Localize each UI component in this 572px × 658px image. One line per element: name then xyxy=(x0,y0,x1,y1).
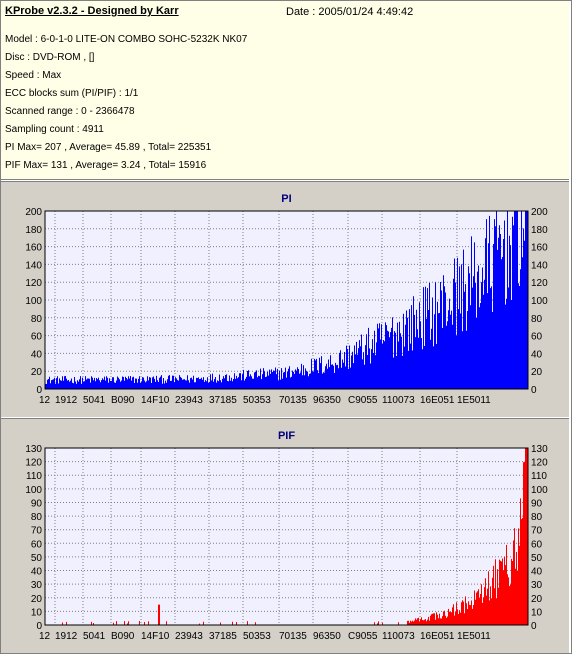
x-tick-label: 50353 xyxy=(243,631,271,642)
x-tick-label: 1912 xyxy=(55,395,78,406)
y-tick-label-right: 60 xyxy=(531,539,543,550)
y-tick-label-right: 0 xyxy=(531,385,537,396)
x-tick-label: 70135 xyxy=(279,631,307,642)
pi-chart: PI 0 0 20 20 40 40 60 60 80 80 100 100 120 120 140 140 16… xyxy=(25,193,548,406)
x-tick-label: C9055 xyxy=(348,395,378,406)
x-tick-label: B090 xyxy=(111,395,135,406)
x-tick-label: 23943 xyxy=(175,631,203,642)
y-tick-label-left: 20 xyxy=(31,594,43,605)
range-line: Scanned range : 0 - 2366478 xyxy=(5,106,135,117)
y-tick-label-right: 100 xyxy=(531,485,548,496)
y-tick-label-right: 180 xyxy=(531,225,548,236)
y-tick-label-right: 140 xyxy=(531,260,548,271)
disc-line: Disc : DVD-ROM , [] xyxy=(5,52,95,63)
y-tick-label-left: 50 xyxy=(31,553,43,564)
y-tick-label-right: 50 xyxy=(531,553,543,564)
y-tick-label-right: 60 xyxy=(531,332,543,343)
y-tick-label-right: 200 xyxy=(531,207,548,218)
x-tick-label: C9055 xyxy=(348,631,378,642)
y-tick-label-right: 40 xyxy=(531,567,543,578)
x-tick-label: 12 xyxy=(39,631,51,642)
x-tick-label: 96350 xyxy=(313,631,341,642)
ecc-line: ECC blocks sum (PI/PIF) : 1/1 xyxy=(5,88,139,99)
x-tick-label: 110073 xyxy=(382,631,415,642)
y-tick-label-right: 70 xyxy=(531,526,543,537)
speed-line: Speed : Max xyxy=(5,70,62,81)
pi-chart-panel: PI 0 0 20 20 40 40 60 60 80 80 100 100 120 120 140 140 16… xyxy=(1,181,569,417)
pif-chart: PIF 0 0 10 10 20 20 30 30 40 40 50 50 60 60 70 70 80 80 90 9… xyxy=(25,430,548,642)
y-tick-label-right: 160 xyxy=(531,243,548,254)
y-tick-label-right: 80 xyxy=(531,512,543,523)
y-tick-label-left: 40 xyxy=(31,349,43,360)
plot-area xyxy=(44,447,529,626)
y-tick-label-left: 60 xyxy=(31,332,43,343)
y-tick-label-right: 30 xyxy=(531,580,543,591)
y-tick-label-right: 0 xyxy=(531,621,537,632)
y-tick-label-right: 20 xyxy=(531,367,543,378)
y-tick-label-right: 110 xyxy=(531,471,547,482)
chart-title: PIF xyxy=(278,430,295,442)
y-tick-label-left: 120 xyxy=(25,458,42,469)
x-tick-label: 70135 xyxy=(279,395,307,406)
plot-border xyxy=(44,447,529,626)
y-tick-label-left: 40 xyxy=(31,567,43,578)
x-tick-label: B090 xyxy=(111,631,135,642)
x-tick-label: 16E051 xyxy=(420,631,455,642)
x-tick-label: 1E5011 xyxy=(457,395,491,406)
x-tick-label: 1912 xyxy=(55,631,78,642)
y-tick-label-left: 140 xyxy=(25,260,42,271)
x-tick-label: 12 xyxy=(39,395,51,406)
y-tick-label-left: 10 xyxy=(31,607,43,618)
y-tick-label-left: 0 xyxy=(36,385,42,396)
y-tick-label-left: 60 xyxy=(31,539,43,550)
y-tick-label-left: 80 xyxy=(31,314,43,325)
x-tick-label: 37185 xyxy=(209,631,237,642)
x-tick-label: 37185 xyxy=(209,395,237,406)
info-panel: KProbe v2.3.2 - Designed by Karr Date : … xyxy=(1,1,569,180)
y-tick-label-left: 70 xyxy=(31,526,43,537)
y-tick-label-left: 120 xyxy=(25,278,42,289)
y-tick-label-left: 30 xyxy=(31,580,43,591)
y-tick-label-left: 100 xyxy=(25,485,42,496)
x-tick-label: 50353 xyxy=(243,395,271,406)
y-tick-label-left: 160 xyxy=(25,243,42,254)
y-tick-label-left: 110 xyxy=(26,471,42,482)
plot-border xyxy=(44,210,529,390)
y-tick-label-right: 120 xyxy=(531,278,548,289)
y-tick-label-left: 100 xyxy=(25,296,42,307)
y-tick-label-left: 80 xyxy=(31,512,43,523)
x-tick-label: 5041 xyxy=(83,631,106,642)
y-tick-label-right: 80 xyxy=(531,314,543,325)
y-tick-label-left: 90 xyxy=(31,498,43,509)
y-tick-label-right: 130 xyxy=(531,444,548,455)
y-tick-label-right: 120 xyxy=(531,458,548,469)
y-tick-label-right: 90 xyxy=(531,498,543,509)
pi-summary-line: PI Max= 207 , Average= 45.89 , Total= 22… xyxy=(5,142,212,153)
y-tick-label-left: 20 xyxy=(31,367,43,378)
y-tick-label-right: 100 xyxy=(531,296,548,307)
x-tick-label: 14F10 xyxy=(141,631,170,642)
app-title: KProbe v2.3.2 - Designed by Karr xyxy=(5,5,179,17)
y-tick-label-left: 130 xyxy=(25,444,42,455)
data-bars xyxy=(62,448,528,625)
x-tick-label: 16E051 xyxy=(420,395,455,406)
x-tick-label: 110073 xyxy=(382,395,415,406)
y-tick-label-right: 20 xyxy=(531,594,543,605)
y-tick-label-right: 40 xyxy=(531,349,543,360)
model-line: Model : 6-0-1-0 LITE-ON COMBO SOHC-5232K… xyxy=(5,34,248,45)
x-tick-label: 23943 xyxy=(175,395,203,406)
y-tick-label-left: 0 xyxy=(36,621,42,632)
x-tick-label: 14F10 xyxy=(141,395,170,406)
y-tick-label-left: 180 xyxy=(25,225,42,236)
y-tick-label-left: 200 xyxy=(25,207,42,218)
chart-title: PI xyxy=(281,193,291,205)
sampling-line: Sampling count : 4911 xyxy=(5,124,104,135)
x-tick-label: 96350 xyxy=(313,395,341,406)
pif-summary-line: PIF Max= 131 , Average= 3.24 , Total= 15… xyxy=(5,160,207,171)
x-tick-label: 1E5011 xyxy=(457,631,491,642)
pif-chart-panel: PIF 0 0 10 10 20 20 30 30 40 40 50 50 60 60 70 70 80 80 90 9… xyxy=(1,418,569,653)
x-tick-label: 5041 xyxy=(83,395,106,406)
scan-date: Date : 2005/01/24 4:49:42 xyxy=(286,6,414,18)
y-tick-label-right: 10 xyxy=(531,607,543,618)
